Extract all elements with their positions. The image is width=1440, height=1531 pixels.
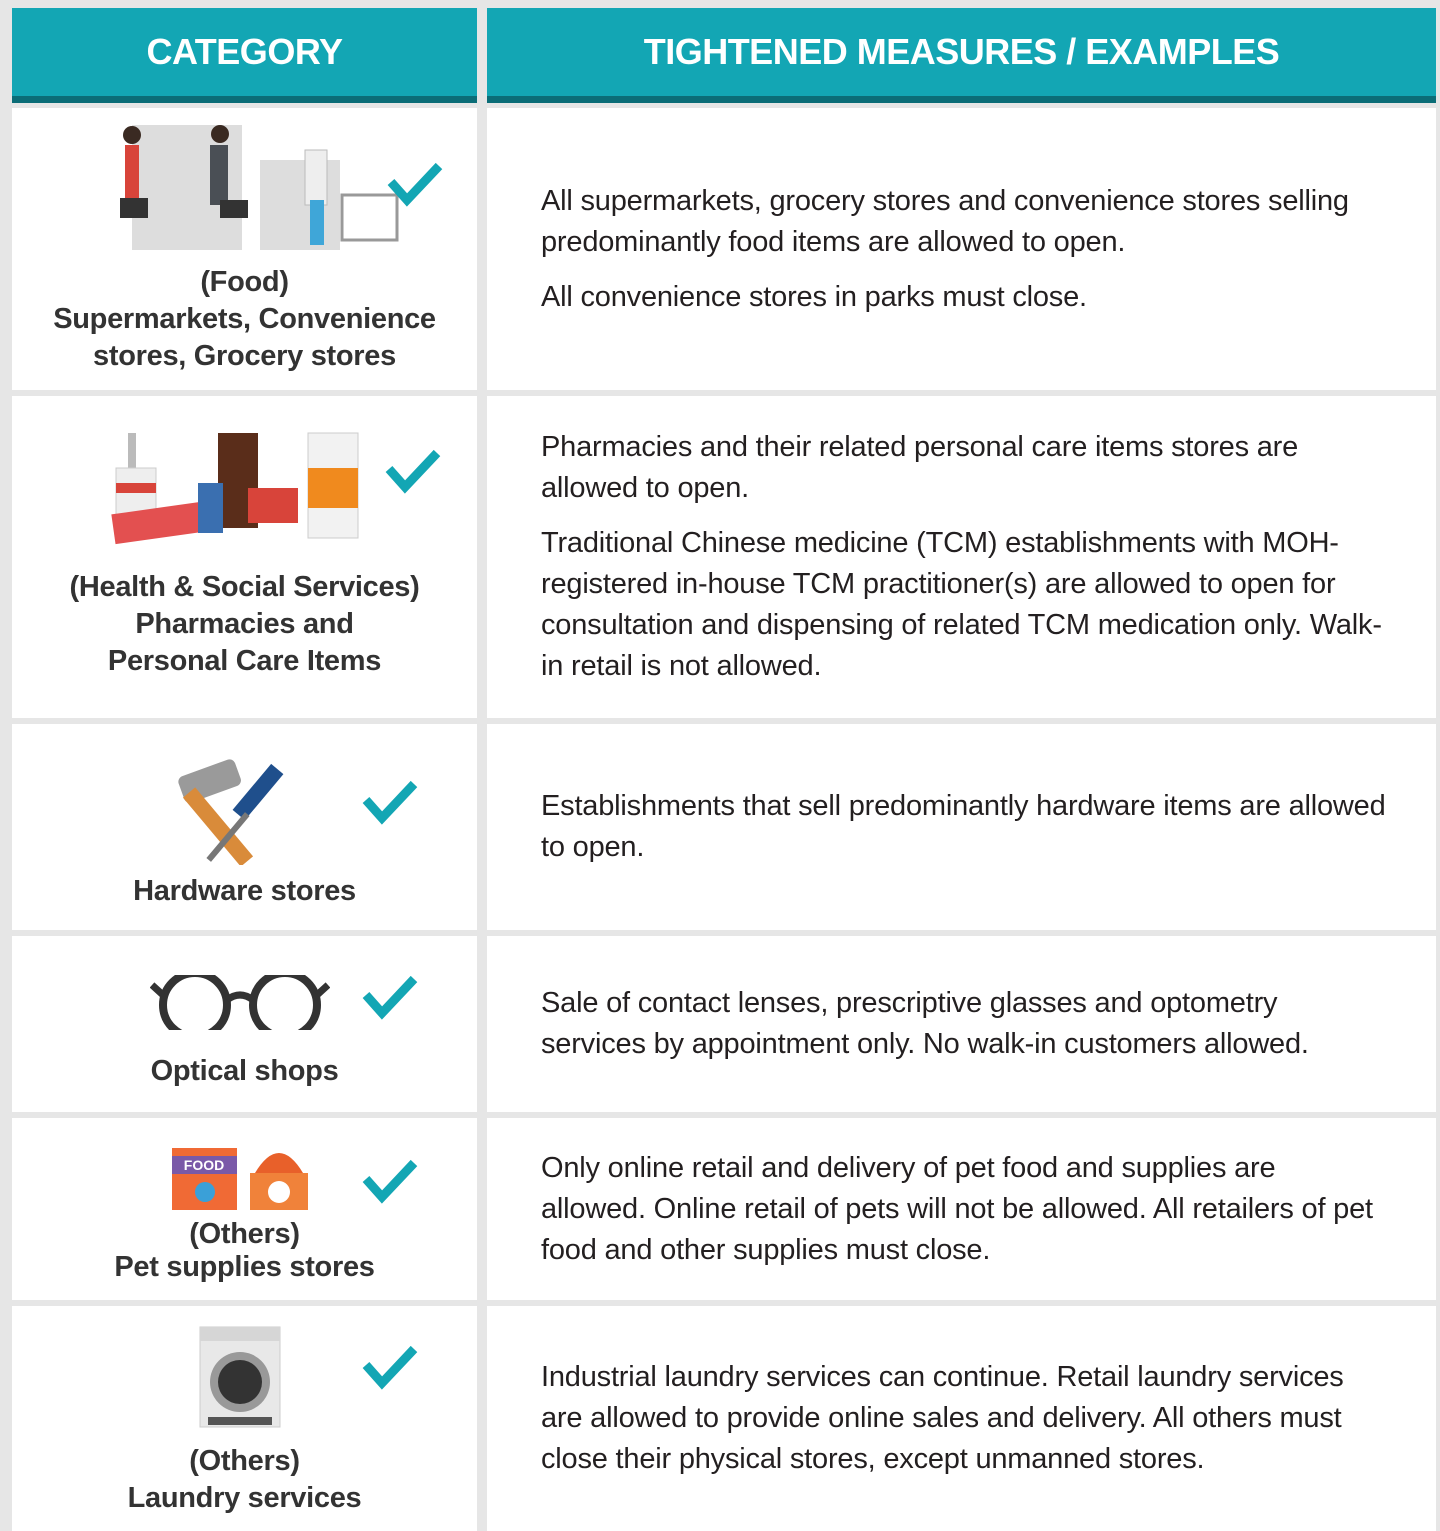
- measure-paragraph: Sale of contact lenses, prescriptive gla…: [541, 987, 1309, 1060]
- category-cell: [12, 108, 477, 390]
- check-mark: [362, 780, 418, 825]
- category-icon: [120, 125, 399, 250]
- measures-cell: [487, 724, 1436, 930]
- category-line: Supermarkets, Convenience: [53, 303, 436, 335]
- measure-paragraph: All convenience stores in parks must clo…: [541, 280, 1087, 313]
- measures-cell: [487, 108, 1436, 390]
- measures-cell: [487, 1306, 1436, 1531]
- check-mark: [362, 1159, 418, 1204]
- measures-text: Only online retail and delivery of pet f…: [487, 1118, 1436, 1300]
- category-line: (Health & Social Services): [69, 571, 420, 603]
- measures-text: Pharmacies and their related personal ca…: [487, 396, 1436, 718]
- measure-paragraph: Establishments that sell predominantly h…: [541, 790, 1386, 863]
- measure-paragraph: Only online retail and delivery of pet f…: [541, 1151, 1373, 1266]
- category-label: (Health & Social Services) Pharmacies and…: [12, 569, 477, 680]
- measures-text: Industrial laundry services can continue…: [487, 1306, 1436, 1531]
- check-mark: [362, 1345, 418, 1390]
- measure-paragraph: Traditional Chinese medicine (TCM) estab…: [541, 527, 1382, 682]
- category-label: Hardware stores: [12, 873, 477, 910]
- measure-paragraph: Industrial laundry services can continue…: [541, 1361, 1344, 1475]
- category-line: Pharmacies and: [135, 608, 354, 640]
- measure-paragraph: All supermarkets, grocery stores and con…: [541, 184, 1349, 258]
- measures-cell: [487, 1118, 1436, 1300]
- check-mark: [362, 975, 418, 1020]
- category-cell: [12, 724, 477, 930]
- category-icon: [150, 975, 330, 1030]
- measures-text: All supermarkets, grocery stores and con…: [487, 108, 1436, 390]
- category-line: Laundry services: [127, 1482, 362, 1514]
- category-label: (Others) Pet supplies stores: [12, 1218, 477, 1284]
- category-icon: [178, 759, 284, 865]
- header-measures: TIGHTENED MEASURES / EXAMPLES: [487, 8, 1436, 103]
- category-label: (Others) Laundry services: [12, 1443, 477, 1517]
- measures-text: Establishments that sell predominantly h…: [487, 724, 1436, 930]
- check-mark: [387, 162, 443, 207]
- measures-cell: [487, 936, 1436, 1112]
- category-line: Pet supplies stores: [114, 1251, 375, 1283]
- category-cell: [12, 1118, 477, 1300]
- category-label: Optical shops: [12, 1053, 477, 1090]
- category-cell: [12, 936, 477, 1112]
- category-line: (Food): [200, 266, 289, 298]
- measures-cell: [487, 396, 1436, 718]
- category-icon: FOOD: [172, 1148, 308, 1210]
- header-category: CATEGORY: [12, 8, 477, 103]
- category-line: (Others): [189, 1445, 300, 1477]
- measure-paragraph: Pharmacies and their related personal ca…: [541, 431, 1299, 504]
- category-icon: [111, 432, 359, 545]
- category-line: stores, Grocery stores: [93, 340, 396, 372]
- category-icon: [199, 1326, 281, 1428]
- category-line: Optical shops: [150, 1055, 339, 1087]
- category-label: (Food) Supermarkets, Convenience stores, G…: [12, 264, 477, 375]
- category-line: (Others): [189, 1218, 300, 1250]
- check-mark: [385, 449, 441, 494]
- measures-text: Sale of contact lenses, prescriptive gla…: [487, 936, 1436, 1112]
- category-line: Hardware stores: [133, 875, 356, 907]
- category-line: Personal Care Items: [107, 645, 382, 677]
- icon-label: FOOD: [184, 1157, 224, 1173]
